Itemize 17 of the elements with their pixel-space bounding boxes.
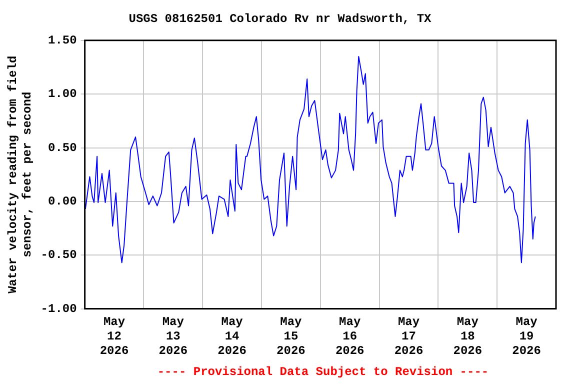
x-tick-label: May 13 2026 xyxy=(158,315,188,358)
y-tick-label: -1.00 xyxy=(40,302,77,316)
y-axis-title: Water velocity reading from field sensor, feet per second xyxy=(6,56,35,294)
text: ---- Provisional Data Subject to Revision ---- xyxy=(156,364,490,380)
x-tick-label: May 17 2026 xyxy=(394,315,424,358)
x-tick-label: May 15 2026 xyxy=(276,315,306,358)
x-tick-label: May 12 2026 xyxy=(100,315,129,358)
x-tick-label: May 16 2026 xyxy=(335,315,364,358)
x-tick-label: May 18 2026 xyxy=(453,315,482,358)
y-tick-label: 1.50 xyxy=(48,33,77,48)
y-tick-label: 0.00 xyxy=(48,194,77,208)
x-tick-label: May 14 2026 xyxy=(218,315,246,358)
chart-title: USGS 08162501 Colorado Rv nr Wadsworth, TX xyxy=(128,12,432,26)
x-tick-label: May 19 2026 xyxy=(512,315,541,358)
y-tick-label: 1.00 xyxy=(48,87,77,102)
y-tick-label: -0.50 xyxy=(40,248,77,262)
y-tick-label: 0.50 xyxy=(48,140,77,155)
